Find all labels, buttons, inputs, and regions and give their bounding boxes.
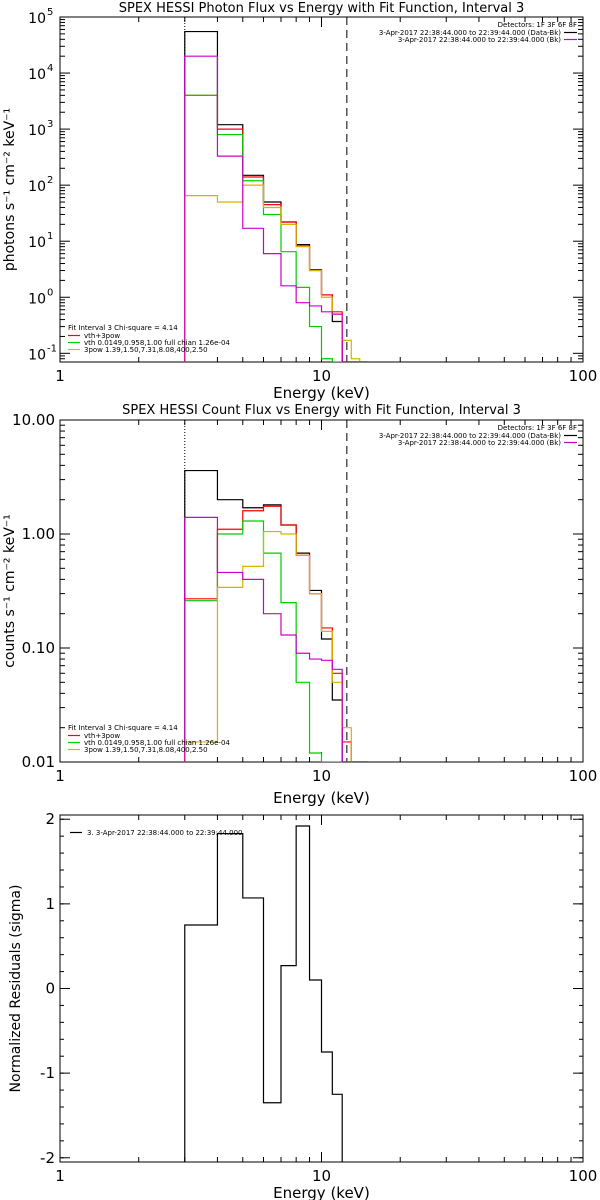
y-tick-base: 10	[28, 123, 46, 139]
x-axis-label: Energy (keV)	[273, 789, 370, 807]
y-tick-label: 10 5	[28, 7, 53, 27]
y-tick-label: 0	[45, 980, 55, 998]
y-tick-label: 10.00	[12, 411, 55, 429]
x-tick-label: 1	[55, 767, 65, 785]
y-tick-label: 10 2	[28, 175, 53, 195]
y-axis-label: photons s⁻¹ cm⁻² keV⁻¹	[2, 108, 18, 271]
y-tick-base: 10	[28, 235, 46, 251]
chart-title: SPEX HESSI Count Flux vs Energy with Fit…	[122, 403, 521, 418]
legend-entry-label: 3-Apr-2017 22:38:44.000 to 22:39:44.000 …	[398, 36, 561, 44]
y-tick-label: -1	[40, 1064, 55, 1082]
x-tick-label: 100	[569, 367, 598, 385]
y-tick-label: 0.01	[22, 753, 55, 771]
y-tick-base: 10	[28, 347, 46, 363]
series-line-3	[184, 94, 369, 362]
series-line-4	[184, 184, 369, 362]
series-line-5	[184, 516, 369, 762]
series-group	[184, 30, 369, 362]
y-tick-exponent: 1	[47, 231, 53, 242]
legend-entry-label: 3-Apr-2017 22:38:44.000 to 22:39:44.000 …	[398, 439, 561, 447]
chart-panel-3: 1 10 100 Energy (keV) -2 -1 0 1 2 Normalized Resi…	[8, 810, 597, 1200]
series-group	[184, 825, 343, 1162]
y-tick-exponent: 2	[47, 175, 53, 186]
legend-entry-label: 3pow 1.39,1.50,7.31,8.08,400,2.50	[84, 346, 208, 354]
y-tick-base: 10	[28, 67, 46, 83]
series-line-5	[184, 55, 369, 362]
y-tick-exponent: -1	[47, 343, 57, 354]
y-tick-exponent: 5	[47, 7, 53, 18]
y-tick-label: 1.00	[22, 525, 55, 543]
y-tick-label: -2	[40, 1149, 55, 1167]
series-line-1	[184, 30, 369, 362]
legend-heading: Fit Interval 3 Chi-square = 4.14	[68, 324, 178, 332]
series-line-1	[184, 825, 343, 1162]
series-line-2	[184, 505, 369, 762]
y-axis-label: Normalized Residuals (sigma)	[8, 885, 24, 1093]
y-tick-label: 10 4	[28, 63, 53, 83]
x-tick-label: 100	[569, 1167, 598, 1185]
y-tick-label: 0.10	[22, 639, 55, 657]
series-group	[184, 469, 369, 762]
y-tick-exponent: 4	[47, 63, 53, 74]
legend-entry-label: vth 0.0149,0.958,1.00 full chian 1.26e-0…	[84, 339, 230, 347]
legend-entry-label: 3-Apr-2017 22:38:44.000 to 22:39:44.000 …	[379, 29, 561, 37]
legend-entry-label: 3pow 1.39,1.50,7.31,8.08,400,2.50	[84, 746, 208, 754]
legend-entry-label: 3. 3-Apr-2017 22:38:44.000 to 22:39:44.0…	[87, 829, 242, 837]
y-tick-label: 2	[45, 810, 55, 828]
y-tick-exponent: 3	[47, 119, 53, 130]
series-line-3	[184, 520, 369, 762]
y-tick-base: 10	[28, 291, 46, 307]
chart-title: SPEX HESSI Photon Flux vs Energy with Fi…	[119, 1, 525, 16]
legend-top: Detectors: 1F 3F 6F 8F3-Apr-2017 22:38:4…	[379, 21, 577, 44]
chart-panel-2: SPEX HESSI Count Flux vs Energy with Fit…	[2, 403, 597, 807]
y-tick-base: 10	[28, 179, 46, 195]
legend-entry-label: 3-Apr-2017 22:38:44.000 to 22:39:44.000 …	[379, 432, 561, 440]
series-line-4	[184, 530, 369, 762]
chart-panel-1: SPEX HESSI Photon Flux vs Energy with Fi…	[2, 1, 597, 402]
y-tick-label: 10 -1	[28, 343, 57, 363]
y-tick-base: 10	[28, 11, 46, 27]
x-axis-label: Energy (keV)	[273, 1184, 370, 1200]
y-tick-label: 10 3	[28, 119, 53, 139]
legend-heading: Fit Interval 3 Chi-square = 4.14	[68, 724, 178, 732]
x-tick-label: 10	[312, 1167, 331, 1185]
x-tick-label: 1	[55, 1167, 65, 1185]
legend-bottom: Fit Interval 3 Chi-square = 4.14vth+3pow…	[68, 324, 230, 354]
x-tick-label: 100	[569, 767, 598, 785]
y-tick-label: 10 0	[28, 287, 53, 307]
series-line-1	[184, 469, 369, 762]
legend-heading: Detectors: 1F 3F 6F 8F	[498, 424, 577, 432]
legend-entry-label: vth+3pow	[84, 732, 120, 740]
y-axis-label: counts s⁻¹ cm⁻² keV⁻¹	[2, 514, 18, 668]
x-tick-label: 1	[55, 367, 65, 385]
legend-top: 3. 3-Apr-2017 22:38:44.000 to 22:39:44.0…	[70, 829, 242, 837]
x-axis-label: Energy (keV)	[273, 384, 370, 402]
legend-bottom: Fit Interval 3 Chi-square = 4.14vth+3pow…	[68, 724, 230, 754]
y-tick-exponent: 0	[47, 287, 53, 298]
y-tick-label: 10 1	[28, 231, 53, 251]
legend-entry-label: vth+3pow	[84, 332, 120, 340]
x-tick-label: 10	[312, 767, 331, 785]
x-tick-label: 10	[312, 367, 331, 385]
series-line-2	[184, 94, 369, 362]
legend-entry-label: vth 0.0149,0.958,1.00 full chian 1.26e-0…	[84, 739, 230, 747]
y-tick-label: 1	[45, 895, 55, 913]
legend-top: Detectors: 1F 3F 6F 8F3-Apr-2017 22:38:4…	[379, 424, 577, 447]
legend-heading: Detectors: 1F 3F 6F 8F	[498, 21, 577, 29]
